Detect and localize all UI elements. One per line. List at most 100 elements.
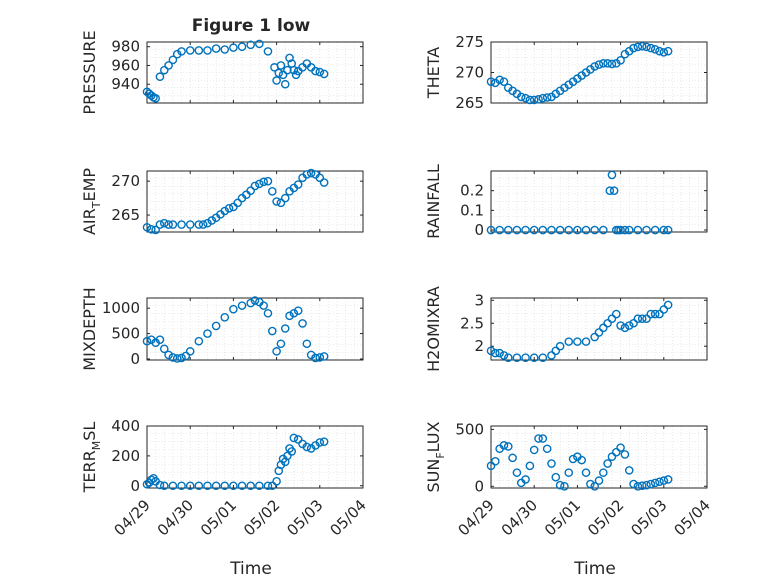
x-tick-label: 04/29 — [111, 496, 154, 539]
data-point — [629, 479, 638, 489]
data-point — [147, 224, 156, 234]
data-point — [624, 225, 634, 235]
data-point — [220, 313, 230, 322]
data-point — [611, 447, 621, 457]
data-point — [521, 93, 530, 103]
data-point — [151, 225, 160, 235]
x-tick-label: 05/01 — [197, 496, 240, 539]
data-point — [521, 353, 530, 363]
data-point — [620, 450, 630, 459]
data-point — [194, 481, 204, 491]
data-point — [311, 353, 320, 363]
data-point — [616, 56, 625, 65]
data-point — [155, 335, 165, 344]
axes-box — [146, 297, 364, 361]
data-point — [159, 481, 169, 491]
y-axis-label-main: TERR — [80, 450, 99, 493]
data-point — [272, 76, 281, 85]
data-point — [142, 479, 152, 489]
data-point — [616, 321, 625, 330]
y-axis-label: TERRMSL — [80, 422, 103, 494]
data-point — [250, 296, 260, 305]
y-axis-label: RAINFALL — [424, 164, 443, 239]
y-axis-label-main: PRESSURE — [80, 30, 99, 114]
data-point — [534, 434, 543, 443]
data-point — [633, 314, 643, 323]
data-point — [495, 225, 504, 235]
data-point — [659, 476, 669, 485]
data-point — [564, 225, 574, 235]
data-point — [521, 475, 530, 484]
data-point — [616, 443, 625, 452]
data-point — [650, 309, 660, 319]
data-point — [637, 41, 647, 51]
y-tick-label: 0 — [130, 350, 140, 368]
data-point — [164, 61, 173, 70]
data-point — [594, 60, 604, 69]
y-axis-label: SUNFLUX — [424, 421, 447, 492]
y-tick-label: 400 — [111, 417, 140, 435]
data-point — [142, 336, 152, 346]
data-point — [594, 476, 604, 485]
data-point — [255, 179, 264, 189]
y-tick-label: 0 — [474, 221, 484, 239]
data-point — [220, 481, 230, 491]
data-point — [211, 44, 221, 53]
data-point — [263, 308, 273, 318]
data-point — [302, 339, 312, 349]
data-point — [650, 225, 660, 235]
x-tick-label: 04/29 — [455, 496, 498, 539]
data-point — [512, 225, 522, 235]
data-point — [499, 77, 509, 86]
data-point — [616, 225, 625, 235]
y-tick-label: 0.2 — [460, 182, 484, 200]
y-axis-label-main: AIR — [80, 208, 99, 235]
data-point — [599, 59, 608, 68]
y-tick-label: 500 — [111, 325, 140, 343]
data-point — [499, 441, 509, 450]
data-point — [491, 456, 500, 466]
data-point — [534, 95, 543, 104]
data-point — [194, 220, 204, 229]
data-point — [590, 481, 599, 491]
x-axis-label-right: Time — [573, 559, 616, 579]
data-point — [525, 461, 535, 471]
data-point — [255, 39, 264, 49]
data-point — [542, 444, 552, 454]
data-point — [194, 46, 204, 55]
data-point — [529, 353, 539, 363]
data-point — [581, 337, 591, 346]
data-point — [590, 62, 599, 71]
data-point — [155, 220, 165, 229]
y-axis-label: AIRTEMP — [80, 168, 103, 235]
data-point — [486, 77, 496, 86]
data-point — [633, 42, 643, 52]
axes-box — [146, 170, 364, 233]
data-point — [168, 481, 178, 491]
data-point — [491, 348, 500, 358]
y-axis-label-rest: SL — [80, 422, 99, 441]
data-point — [194, 336, 204, 346]
data-point — [599, 323, 608, 333]
data-point — [547, 459, 556, 468]
data-point — [650, 45, 660, 54]
data-point — [185, 46, 195, 55]
x-tick-label: 05/03 — [283, 496, 326, 539]
data-point — [538, 225, 548, 235]
data-point — [285, 311, 294, 321]
y-axis-label: THETA — [424, 47, 443, 99]
data-point — [611, 309, 621, 319]
data-point — [564, 337, 574, 346]
data-point — [573, 337, 582, 346]
data-point — [547, 225, 556, 235]
y-tick-label: 265 — [111, 206, 140, 224]
data-point — [538, 353, 548, 363]
data-point — [302, 442, 312, 452]
data-point — [581, 468, 591, 477]
data-point — [555, 225, 565, 235]
x-tick-label: 05/04 — [327, 496, 370, 539]
data-point — [229, 481, 238, 491]
y-tick-label: 200 — [111, 447, 140, 465]
data-point — [267, 481, 277, 491]
